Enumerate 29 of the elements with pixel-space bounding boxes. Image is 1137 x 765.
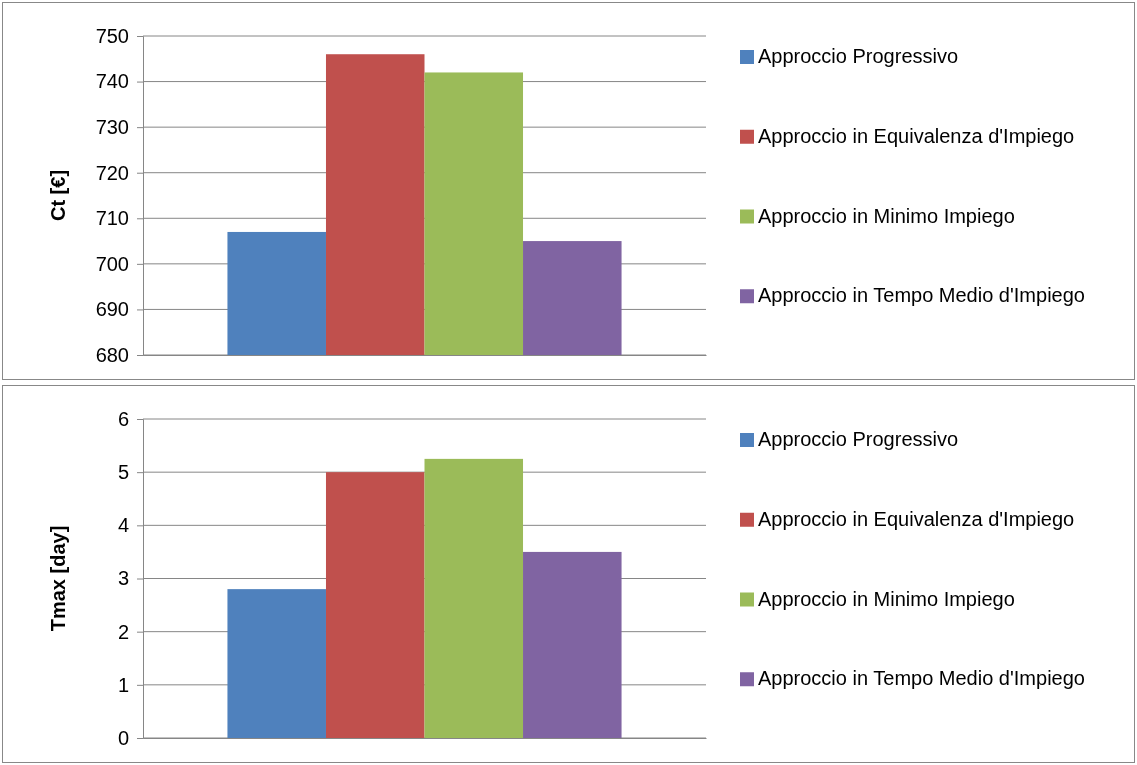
legend-label: Approccio in Equivalenza d'Impiego xyxy=(758,125,1075,148)
legend-label: Approccio in Tempo Medio d'Impiego xyxy=(758,284,1085,307)
bar xyxy=(523,551,622,738)
y-tick-label: 1 xyxy=(117,673,129,696)
legend-label: Approccio in Minimo Impiego xyxy=(758,587,1015,610)
legend-label: Approccio in Tempo Medio d'Impiego xyxy=(758,667,1085,690)
y-tick-label: 3 xyxy=(117,567,129,590)
y-tick-label: 750 xyxy=(95,24,129,47)
y-tick-label: 710 xyxy=(95,207,129,230)
y-tick-label: 0 xyxy=(117,726,129,749)
bar xyxy=(325,472,425,738)
bar xyxy=(424,458,524,738)
y-axis-title: Ct [€] xyxy=(47,169,69,222)
y-tick-label: 6 xyxy=(117,407,129,430)
y-tick-label: 700 xyxy=(95,252,129,275)
y-tick-label: 680 xyxy=(95,343,129,366)
legend-label: Approccio Progressivo xyxy=(758,45,959,68)
legend-label: Approccio in Equivalenza d'Impiego xyxy=(758,508,1075,531)
y-axis-title: Tmax [day] xyxy=(47,525,69,632)
legend-label: Approccio in Minimo Impiego xyxy=(758,204,1015,227)
y-tick-label: 4 xyxy=(117,514,129,537)
y-tick-label: 740 xyxy=(95,70,129,93)
y-tick-label: 720 xyxy=(95,161,129,184)
y-tick-label: 2 xyxy=(117,620,129,643)
legend-label: Approccio Progressivo xyxy=(758,428,959,451)
bar xyxy=(227,589,326,738)
y-tick-label: 690 xyxy=(95,298,129,321)
y-tick-label: 730 xyxy=(95,116,129,139)
y-tick-label: 5 xyxy=(117,461,129,484)
